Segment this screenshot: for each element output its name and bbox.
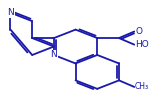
Text: O: O xyxy=(135,27,142,36)
Text: N: N xyxy=(7,8,14,17)
Text: N: N xyxy=(51,50,57,60)
Text: HO: HO xyxy=(135,40,149,49)
Text: CH₃: CH₃ xyxy=(135,82,149,91)
